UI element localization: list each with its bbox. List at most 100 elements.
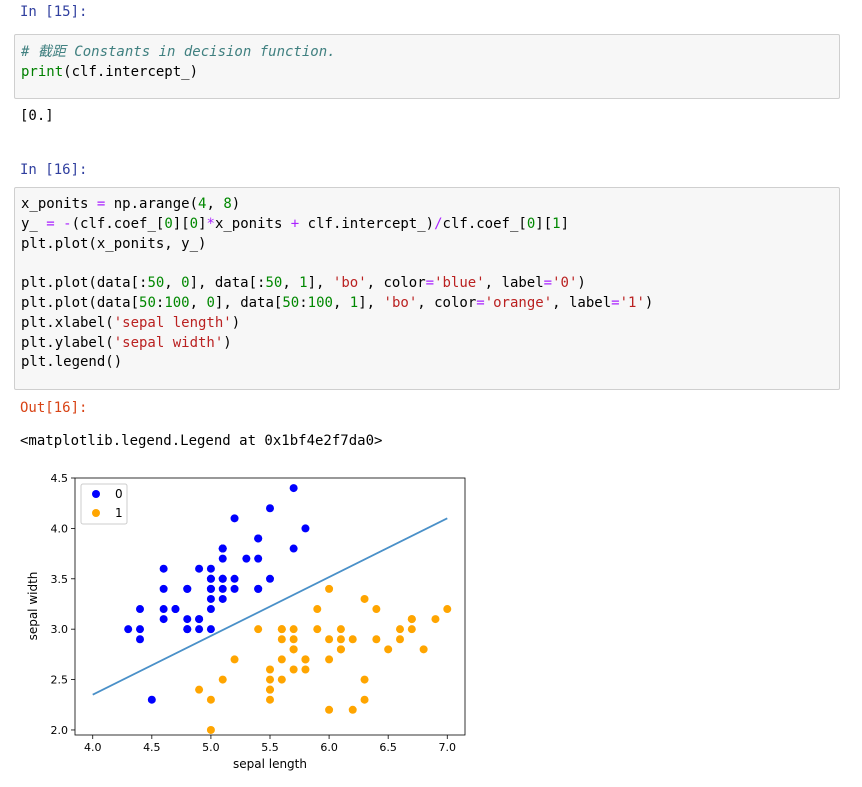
data-point-class-1 <box>325 584 334 593</box>
code-token: plt.plot(x_ponits, y_) <box>21 235 207 252</box>
code-token: plt.ylabel( <box>21 334 114 351</box>
data-point-class-0 <box>254 554 263 563</box>
data-point-class-1 <box>336 645 345 654</box>
code-line: plt.legend() <box>21 354 122 370</box>
data-point-class-1 <box>277 675 286 684</box>
cell-16-out-prompt: Out[16]: <box>20 400 88 416</box>
data-point-class-1 <box>407 625 416 634</box>
y-tick-label: 4.5 <box>51 472 69 485</box>
data-point-class-1 <box>396 635 404 644</box>
code-token: 1 <box>349 294 359 311</box>
data-point-class-0 <box>136 635 144 644</box>
data-point-class-1 <box>266 665 274 674</box>
data-point-class-1 <box>384 645 393 654</box>
cell-15-input[interactable]: # 截距 Constants in decision function. pri… <box>14 34 840 99</box>
code-token: 4 <box>198 196 207 212</box>
code-token: 0 <box>526 215 536 232</box>
code-token: : <box>155 294 165 311</box>
cell-15-code[interactable]: # 截距 Constants in decision function. pri… <box>15 43 839 83</box>
legend-marker-0 <box>92 490 100 498</box>
code-token: ][ <box>535 215 553 232</box>
cell-16-code[interactable]: x_ponits = np.arange(4, 8) y_ = -(clf.co… <box>15 195 839 373</box>
code-token: : <box>299 294 308 311</box>
data-point-class-1 <box>195 685 204 694</box>
code-comment: # 截距 Constants in decision function. <box>21 44 336 60</box>
code-token: ], data[ <box>214 294 283 311</box>
y-tick-label: 4.0 <box>51 522 69 535</box>
code-token: ] <box>198 215 207 232</box>
code-token: 0 <box>164 215 173 232</box>
code-token: , <box>189 294 207 311</box>
data-point-class-0 <box>159 564 168 573</box>
data-point-class-0 <box>171 605 180 614</box>
x-tick-label: 4.5 <box>143 741 161 754</box>
x-tick-label: 6.0 <box>320 741 338 754</box>
data-point-class-0 <box>242 554 251 563</box>
data-point-class-0 <box>159 584 168 593</box>
data-point-class-1 <box>431 615 440 624</box>
data-point-class-0 <box>254 584 263 593</box>
code-token: ], <box>358 294 384 311</box>
code-token: 'bo' <box>383 294 418 311</box>
y-tick-label: 3.5 <box>51 573 69 586</box>
code-token: 1 <box>552 215 561 232</box>
data-point-class-0 <box>206 584 215 593</box>
data-point-class-1 <box>277 625 286 634</box>
data-point-class-1 <box>254 625 263 634</box>
data-point-class-1 <box>372 605 381 614</box>
code-token: x_ponits <box>21 196 97 212</box>
code-token: 0 <box>189 215 199 232</box>
code-token: - <box>63 215 72 232</box>
data-point-class-0 <box>124 625 133 634</box>
code-token: 50 <box>265 275 283 292</box>
cell-16-input[interactable]: x_ponits = np.arange(4, 8) y_ = -(clf.co… <box>14 187 840 390</box>
code-token: 0 <box>206 294 215 311</box>
code-token: '1' <box>619 294 645 311</box>
data-point-class-1 <box>325 705 334 714</box>
data-point-class-0 <box>230 584 239 593</box>
data-point-class-1 <box>360 594 369 603</box>
data-point-class-0 <box>159 615 168 624</box>
cell-15-output: [0.] <box>20 108 54 124</box>
y-tick-label: 3.0 <box>51 623 69 636</box>
data-point-class-0 <box>218 594 227 603</box>
code-token: x_ponits <box>214 215 291 232</box>
code-token: , color <box>417 294 477 311</box>
decision-boundary-line <box>92 517 448 696</box>
code-token: = <box>96 196 106 212</box>
code-token: ) <box>231 196 241 212</box>
data-point-class-1 <box>266 695 274 704</box>
code-token: , color <box>366 275 426 292</box>
data-point-class-1 <box>325 635 334 644</box>
data-point-class-1 <box>336 635 345 644</box>
code-token: = <box>476 294 485 311</box>
code-token: 100 <box>164 294 190 311</box>
code-token: 100 <box>307 294 333 311</box>
code-token: ) <box>223 334 232 351</box>
code-token: ], data[: <box>189 275 266 292</box>
print-keyword: print <box>21 63 64 80</box>
data-point-class-0 <box>183 615 192 624</box>
code-token: ] <box>560 215 569 232</box>
x-axis-label: sepal length <box>233 757 307 771</box>
data-point-class-1 <box>407 615 416 624</box>
data-point-class-1 <box>360 695 369 704</box>
data-point-class-0 <box>289 484 298 493</box>
data-point-class-1 <box>230 655 239 664</box>
code-token: 'blue' <box>434 275 485 292</box>
code-token: , <box>164 275 182 292</box>
data-point-class-0 <box>206 605 215 614</box>
data-point-class-1 <box>289 665 298 674</box>
data-point-class-1 <box>348 635 357 644</box>
code-token: ) <box>577 275 586 292</box>
data-point-class-0 <box>254 534 263 543</box>
data-point-class-1 <box>301 665 310 674</box>
code-token: plt.plot(data[: <box>21 275 148 292</box>
code-token: , <box>282 275 300 292</box>
data-point-class-0 <box>218 584 227 593</box>
code-token: ][ <box>172 215 190 232</box>
code-token: np.arange( <box>105 196 199 212</box>
data-point-class-1 <box>266 675 274 684</box>
data-point-class-1 <box>419 645 428 654</box>
data-point-class-0 <box>230 574 239 583</box>
